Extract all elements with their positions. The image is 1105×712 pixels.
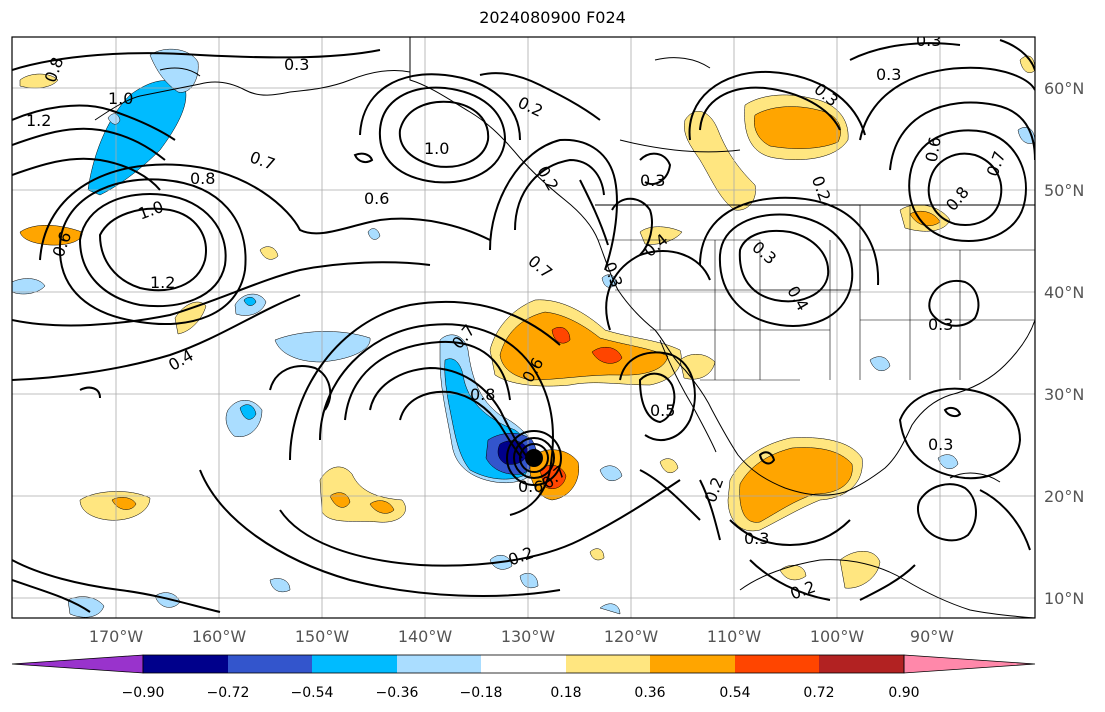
- lon-tick-label: 90°W: [910, 627, 954, 646]
- colorbar-segment: [397, 655, 481, 673]
- shaded-regions: [12, 48, 1035, 618]
- contour-label: 0.3: [876, 65, 901, 84]
- colorbar-tick-label: 0.36: [634, 685, 665, 701]
- lon-tick-label: 160°W: [192, 627, 247, 646]
- colorbar-segment: [735, 655, 819, 673]
- colorbar-segment: [650, 655, 735, 673]
- colorbar-tick-label: −0.90: [122, 685, 165, 701]
- colorbar-tick-label: −0.54: [291, 685, 334, 701]
- colorbar-segment: [566, 655, 650, 673]
- colorbar-tick-label: 0.90: [888, 685, 919, 701]
- contour-label: 1.0: [424, 139, 449, 158]
- contour-label: 0.6: [518, 477, 543, 496]
- lon-tick-label: 130°W: [501, 627, 556, 646]
- colorbar-segment: [481, 655, 566, 673]
- colorbar-tick-labels: −0.90 −0.72 −0.54 −0.36 −0.18 0.18 0.36 …: [122, 685, 920, 701]
- grid-lines: [12, 37, 1035, 618]
- hurricane-center: [506, 430, 562, 486]
- lon-tick-labels: 170°W 160°W 150°W 140°W 130°W 120°W 110°…: [89, 627, 954, 646]
- colorbar-tick-label: 0.54: [719, 685, 750, 701]
- contour-label: 0.3: [284, 55, 309, 74]
- state-borders: [598, 205, 1035, 381]
- lat-tick-label: 30°N: [1044, 385, 1084, 404]
- colorbar-tick-label: −0.72: [207, 685, 250, 701]
- colorbar-tick-label: 0.72: [803, 685, 834, 701]
- lat-tick-labels: 60°N 50°N 40°N 30°N 20°N 10°N: [1044, 79, 1084, 608]
- contour-label: 0.3: [928, 435, 953, 454]
- colorbar-segment: [312, 655, 397, 673]
- lon-tick-label: 110°W: [707, 627, 762, 646]
- contour-label: 1.2: [26, 111, 51, 130]
- coastlines: [94, 37, 1035, 618]
- contour-label: 0.6: [922, 135, 945, 163]
- lat-tick-label: 10°N: [1044, 589, 1084, 608]
- contour-label: 0.3: [744, 529, 769, 548]
- lat-tick-label: 20°N: [1044, 487, 1084, 506]
- contour-lines: [12, 39, 1035, 613]
- contour-label: 1.2: [150, 273, 175, 292]
- map-frame: [11, 36, 1036, 619]
- lon-tick-label: 140°W: [398, 627, 453, 646]
- lon-tick-label: 150°W: [295, 627, 350, 646]
- chart-title: 2024080900 F024: [479, 8, 626, 27]
- colorbar-tick-label: 0.18: [550, 685, 581, 701]
- contour-label: 0.3: [928, 315, 953, 334]
- colorbar-tick-label: −0.18: [460, 685, 503, 701]
- contour-label: 0.6: [364, 189, 389, 208]
- colorbar-segment: [11, 654, 144, 674]
- colorbar-segment: [228, 655, 312, 673]
- contour-label: 1.0: [108, 89, 133, 108]
- contour-label: 0.8: [190, 169, 215, 188]
- colorbar-segment: [819, 655, 904, 673]
- lat-tick-label: 60°N: [1044, 79, 1084, 98]
- lon-tick-label: 100°W: [810, 627, 865, 646]
- colorbar-segment: [143, 655, 228, 673]
- lon-tick-label: 170°W: [89, 627, 144, 646]
- contour-label: 0.5: [650, 401, 675, 420]
- contour-label: 0.3: [640, 171, 665, 190]
- contour-label: 0.3: [916, 31, 941, 50]
- colorbar-segment: [903, 654, 1036, 674]
- colorbar-tick-label: −0.36: [376, 685, 419, 701]
- lat-tick-label: 50°N: [1044, 181, 1084, 200]
- colorbar: [11, 654, 1036, 674]
- shade-west-orange: [19, 225, 83, 246]
- lon-tick-label: 120°W: [604, 627, 659, 646]
- lat-tick-label: 40°N: [1044, 283, 1084, 302]
- contour-label: 0.8: [470, 385, 495, 404]
